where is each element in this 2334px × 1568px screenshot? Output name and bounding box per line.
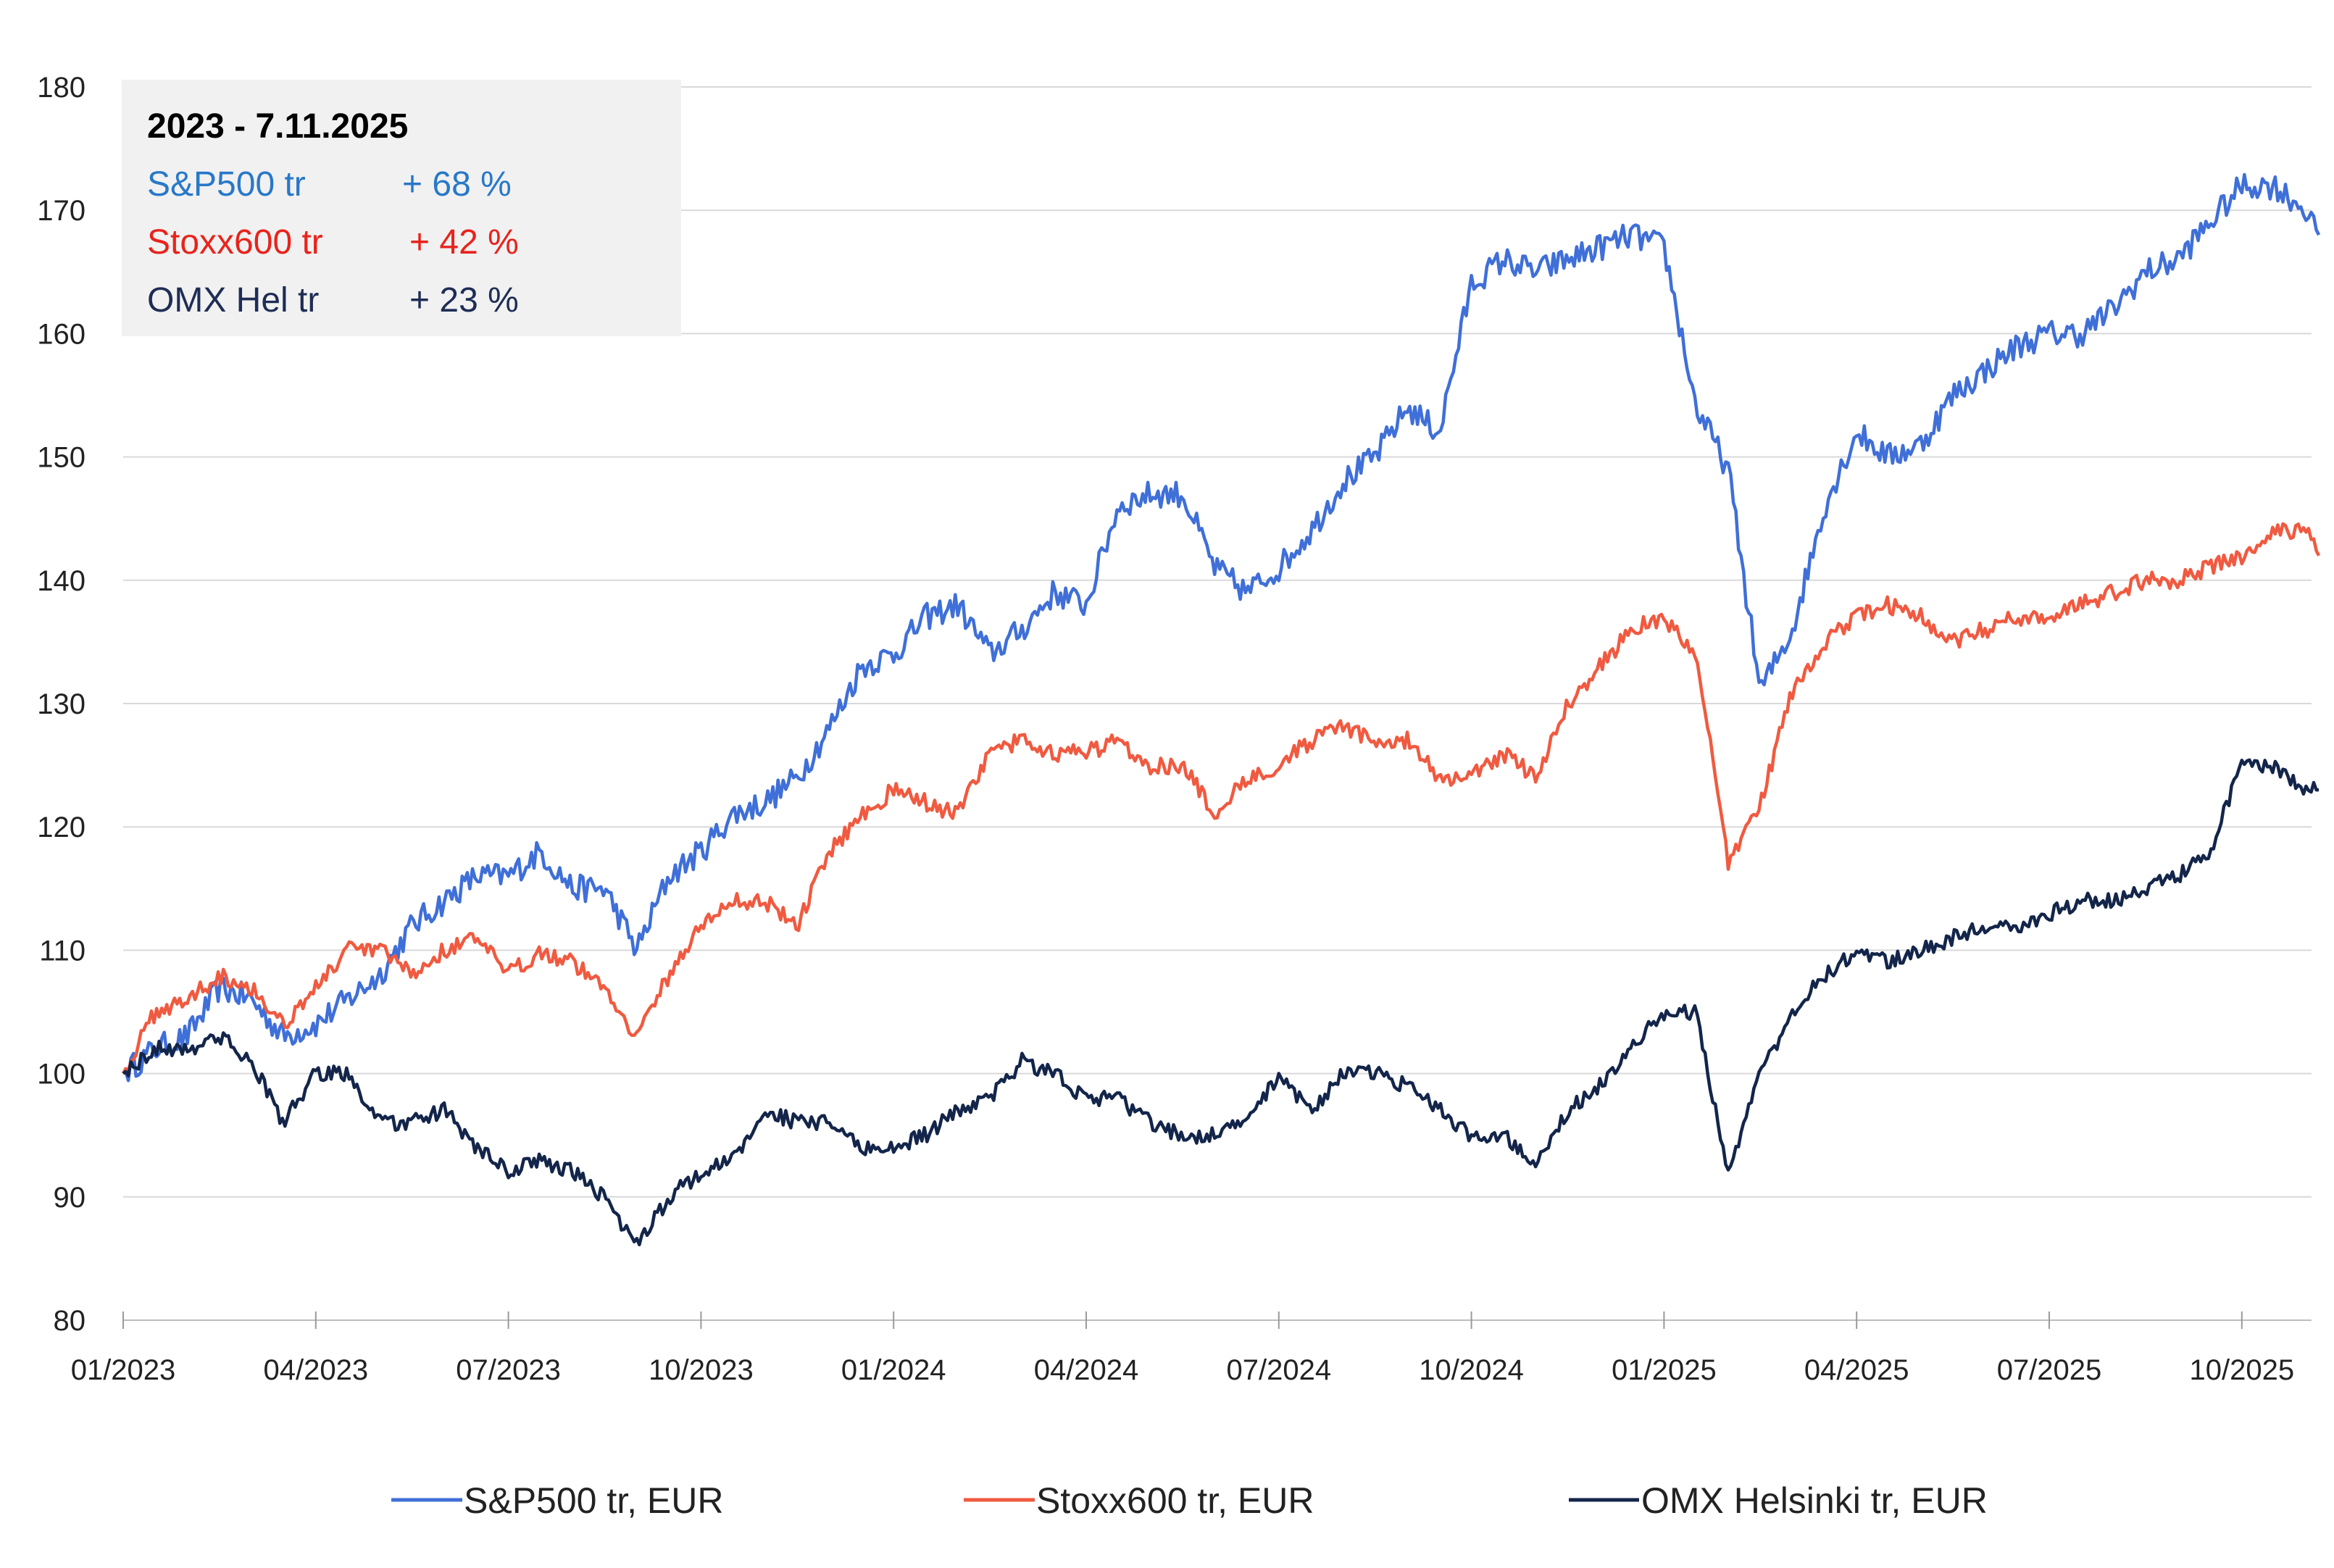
x-tick-label: 01/2023	[71, 1354, 176, 1386]
legend: S&P500 tr, EUR Stoxx600 tr, EUR OMX Hels…	[391, 1480, 1988, 1521]
y-tick-label: 120	[37, 812, 86, 843]
legend-label-sp500: S&P500 tr, EUR	[464, 1480, 724, 1521]
y-tick-label: 110	[39, 935, 86, 967]
y-tick-label: 170	[37, 195, 86, 227]
annotation-omxhel-value: + 23 %	[409, 281, 519, 320]
annotation-box: 2023 - 7.11.2025 S&P500 tr + 68 % Stoxx6…	[122, 80, 681, 336]
annotation-sp500-value: + 68 %	[402, 165, 512, 204]
x-tick-label: 07/2025	[1997, 1354, 2102, 1386]
x-tick-label: 07/2024	[1227, 1354, 1332, 1386]
x-axis: 01/2023 04/2023 07/2023 10/2023 01/2024 04/20…	[71, 1311, 2294, 1386]
annotation-sp500-label: S&P500 tr	[147, 165, 306, 204]
x-tick-label: 01/2025	[1612, 1354, 1717, 1386]
annotation-omxhel-label: OMX Hel tr	[147, 281, 319, 320]
y-tick-label: 100	[37, 1059, 86, 1090]
y-axis: 80 90 100 110 120 130 140 150 160 170 180	[37, 72, 86, 1337]
y-tick-label: 80	[54, 1305, 86, 1337]
annotation-background	[122, 80, 681, 336]
x-tick-label: 10/2023	[649, 1354, 754, 1386]
y-tick-label: 90	[54, 1182, 86, 1214]
y-tick-label: 180	[37, 72, 86, 104]
x-tick-label: 01/2024	[841, 1354, 946, 1386]
y-tick-label: 130	[37, 688, 86, 720]
annotation-stoxx600-value: + 42 %	[409, 223, 519, 262]
x-tick-label: 10/2025	[2190, 1354, 2295, 1386]
x-tick-label: 07/2023	[456, 1354, 561, 1386]
series-line-omxhel	[122, 758, 2320, 1247]
series-lines	[121, 172, 2321, 1247]
x-tick-label: 10/2024	[1419, 1354, 1524, 1386]
x-tick-label: 04/2024	[1034, 1354, 1139, 1386]
x-tick-label: 04/2023	[264, 1354, 369, 1386]
annotation-stoxx600-label: Stoxx600 tr	[147, 223, 323, 262]
x-tick-label: 04/2025	[1804, 1354, 1909, 1386]
series-line-stoxx600	[121, 522, 2321, 1075]
annotation-title: 2023 - 7.11.2025	[147, 107, 408, 146]
legend-label-stoxx600: Stoxx600 tr, EUR	[1036, 1480, 1314, 1521]
y-tick-label: 160	[37, 318, 86, 350]
y-tick-label: 140	[37, 565, 86, 597]
series-line-sp500	[122, 172, 2321, 1083]
y-tick-label: 150	[37, 442, 86, 474]
legend-label-omxhel: OMX Helsinki tr, EUR	[1641, 1480, 1988, 1521]
